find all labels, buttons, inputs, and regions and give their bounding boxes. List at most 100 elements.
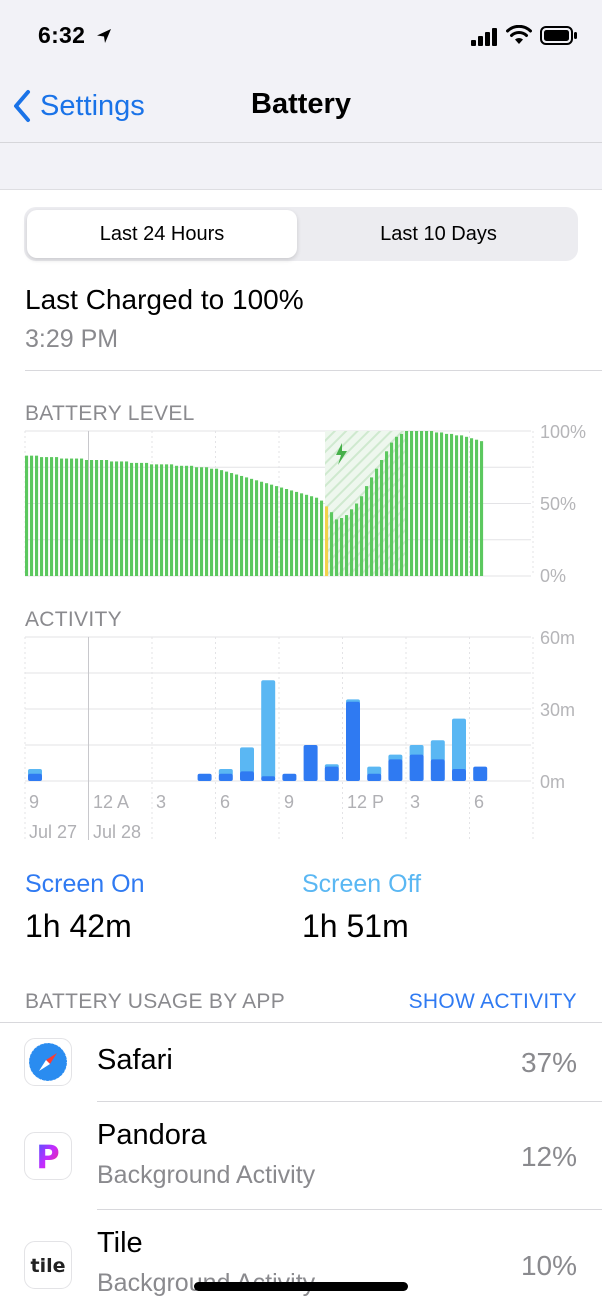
activity-tick-label: 9 [29,792,40,812]
battery-bar [100,460,104,576]
battery-bar [55,457,59,576]
show-activity-button[interactable]: SHOW ACTIVITY [408,990,577,1013]
divider [25,370,602,371]
battery-bar [420,431,424,576]
navigation-bar: Settings Battery [0,70,602,143]
screen-on-bar [388,759,403,781]
screen-on-bar [409,754,424,781]
battery-bar [25,455,29,576]
screen-off-bar [430,740,445,762]
last-charged-title: Last Charged to 100% [25,284,304,315]
status-time: 6:32 [38,22,86,48]
battery-bar [120,461,124,576]
app-row-safari[interactable]: Safari 37% [0,1023,602,1101]
screen-off-bar [367,766,382,776]
app-percent: 12% [520,1141,577,1172]
row-divider [97,1209,602,1210]
app-percent: 37% [520,1047,577,1078]
app-subtitle: Background Activity [97,1161,316,1189]
battery-bar [60,458,64,576]
battery-bar [75,458,79,576]
app-row-pandora[interactable]: P Pandora Background Activity 12% [0,1102,602,1209]
usage-by-app-label: BATTERY USAGE BY APP [25,990,286,1013]
battery-bar [300,493,304,576]
screen-on-bar [197,773,212,781]
battery-bar [230,473,234,576]
battery-bar [40,457,44,576]
screen-off-label: Screen Off [302,870,422,898]
activity-tick-label: 12 A [93,792,130,812]
screen-off-bar [452,718,466,771]
cellular-signal-icon [471,28,497,46]
battery-bar [470,438,474,576]
activity-chart [24,636,534,840]
screen-on-bar [28,773,42,781]
battery-bar [70,458,74,576]
battery-bar [140,462,144,576]
battery-bar [115,461,119,576]
activity-tick-label: 12 P [347,792,385,812]
segment-last-10-days[interactable]: Last 10 Days [380,223,497,245]
activity-axis-30m: 30m [540,700,576,720]
screen-on-bar [367,773,382,781]
battery-bar [265,483,269,576]
battery-bar [405,431,409,576]
battery-bar [210,468,214,576]
home-indicator[interactable] [194,1282,408,1291]
battery-bar [435,432,439,576]
battery-bar [290,490,294,576]
wifi-icon [506,25,532,44]
battery-bar [285,489,289,576]
battery-bar [425,431,429,576]
status-bar: 6:32 [0,0,602,70]
activity-date-label: Jul 28 [93,822,142,842]
battery-bar [90,460,94,576]
battery-bar [80,458,84,576]
battery-bar [350,509,354,576]
chevron-left-icon [14,90,30,122]
screen-on-bar [261,776,276,781]
screen-off-value: 1h 51m [302,908,409,944]
last-charged-time: 3:29 PM [25,325,119,353]
activity-axis-0m: 0m [540,772,566,792]
battery-bar [250,478,254,576]
battery-bar [190,465,194,576]
battery-bar [380,460,384,576]
back-button[interactable]: Settings [12,84,145,128]
battery-bar [200,467,204,576]
battery-axis-100: 100% [540,422,587,442]
battery-bar [455,435,459,576]
battery-bar [175,465,179,576]
battery-bar [225,471,229,576]
battery-bar [220,470,224,576]
screen-on-bar [303,745,318,781]
battery-bar [240,475,244,576]
battery-bar [330,512,334,576]
battery-bar [160,464,164,576]
app-name: Pandora [97,1119,207,1151]
app-percent: 10% [520,1250,577,1281]
pandora-icon: P [24,1132,72,1180]
battery-status-icon [540,26,577,45]
section-spacer [0,143,602,190]
screen-on-bar [473,766,488,781]
battery-bar [245,477,249,576]
activity-tick-label: 6 [474,792,485,812]
battery-bar [360,496,364,576]
battery-bar [185,465,189,576]
activity-axis-60m: 60m [540,628,576,648]
page-title: Battery [251,88,351,120]
app-row-tile[interactable]: tile Tile Background Activity 10% [0,1210,602,1304]
battery-bar [110,461,114,576]
battery-level-chart [24,430,534,577]
battery-bar [340,518,344,576]
battery-bar [395,436,399,576]
segment-last-24-hours[interactable]: Last 24 Hours [27,210,297,258]
battery-bar [480,441,484,576]
battery-bar [170,464,174,576]
battery-bar [95,460,99,576]
battery-bar [325,506,329,576]
screen-on-bar [324,766,339,781]
activity-tick-label: 3 [410,792,421,812]
battery-bar [295,491,299,576]
